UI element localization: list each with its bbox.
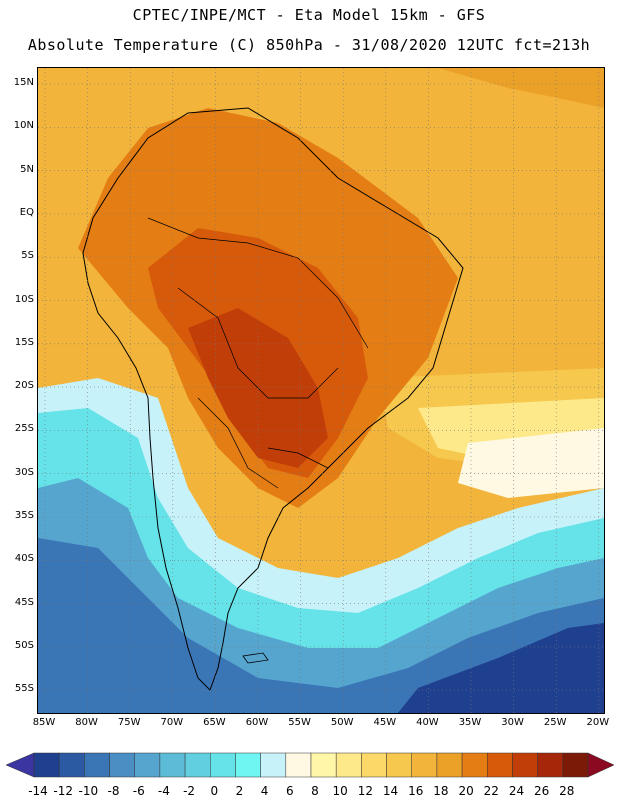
colorbar-tick-label: -4 xyxy=(157,784,170,798)
field-minus14 xyxy=(398,623,604,713)
latitude-label: 5N xyxy=(20,163,34,175)
colorbar-swatch xyxy=(487,752,513,778)
field-minus10 xyxy=(38,538,604,713)
longitude-label: 25W xyxy=(543,717,567,728)
country-border xyxy=(177,287,339,399)
latitude-label: 25S xyxy=(14,423,34,435)
colorbar-swatch xyxy=(260,752,287,778)
coastline xyxy=(82,107,464,691)
field-6-8 xyxy=(458,428,604,498)
colorbar-swatch xyxy=(335,752,362,778)
map-title-line2: Absolute Temperature (C) 850hPa - 31/08/… xyxy=(27,36,591,54)
colorbar-tick-label: 6 xyxy=(285,784,294,798)
colorbar-tick-label: 0 xyxy=(210,784,219,798)
longitude-label: 85W xyxy=(32,717,56,728)
colorbar-tick-label: 28 xyxy=(559,784,575,798)
latitude-label: 20S xyxy=(14,380,34,392)
latitude-label: 45S xyxy=(14,596,34,608)
colorbar-swatch xyxy=(436,752,463,778)
latitude-label: 55S xyxy=(14,683,34,695)
colorbar-swatch xyxy=(386,752,412,778)
longitude-label: 30W xyxy=(501,717,524,728)
colorbar xyxy=(5,752,615,778)
colorbar-tick-label: 22 xyxy=(483,784,499,798)
colorbar-tick-label: 4 xyxy=(260,784,269,798)
country-border xyxy=(197,397,279,489)
longitude-label: 20W xyxy=(586,717,610,728)
colorbar-tick-label: 24 xyxy=(508,784,525,798)
latitude-label: 50S xyxy=(14,639,34,651)
latitude-label: 5S xyxy=(21,250,34,262)
longitude-label: 65W xyxy=(203,717,226,728)
colorbar-swatch xyxy=(134,752,161,778)
colorbar-tick-label: 26 xyxy=(533,784,550,798)
latitude-label: 40S xyxy=(14,553,34,565)
colorbar-tick-label: 8 xyxy=(311,784,319,798)
longitude-label: 35W xyxy=(458,717,482,728)
longitude-label: 80W xyxy=(75,717,98,728)
colorbar-tick-label: 12 xyxy=(357,784,373,798)
colorbar-swatch xyxy=(310,752,337,778)
longitude-label: 55W xyxy=(288,717,311,728)
colorbar-high-arrow xyxy=(587,752,615,778)
longitude-label: 70W xyxy=(160,717,184,728)
latitude-label: EQ xyxy=(19,206,34,218)
colorbar-swatch xyxy=(411,752,438,778)
colorbar-swatch xyxy=(235,752,261,778)
temperature-map xyxy=(37,67,605,714)
field-20-22-north xyxy=(438,68,604,108)
colorbar-tick-label: -6 xyxy=(132,784,145,798)
latitude-label: 30S xyxy=(14,466,34,478)
colorbar-tick-label: 14 xyxy=(382,784,399,798)
country-border xyxy=(147,217,369,349)
colorbar-swatch xyxy=(285,752,312,778)
longitude-label: 75W xyxy=(117,717,141,728)
latitude-label: 10S xyxy=(14,293,34,305)
colorbar-swatch xyxy=(184,752,211,778)
latitude-label: 15S xyxy=(14,336,34,348)
colorbar-swatch xyxy=(109,752,135,778)
colorbar-tick-label: -8 xyxy=(107,784,120,798)
colorbar-swatch xyxy=(537,752,564,778)
colorbar-swatch xyxy=(461,752,488,778)
colorbar-swatch xyxy=(84,752,110,778)
colorbar-tick-label: 10 xyxy=(332,784,348,798)
colorbar-swatch xyxy=(159,752,186,778)
colorbar-tick-label: 2 xyxy=(235,784,244,798)
latitude-label: 10N xyxy=(13,120,34,132)
country-border xyxy=(267,447,329,469)
colorbar-swatch xyxy=(562,752,589,778)
colorbar-tick-label: 16 xyxy=(408,784,424,798)
colorbar-swatch xyxy=(361,752,387,778)
colorbar-swatch xyxy=(33,752,60,778)
longitude-label: 50W xyxy=(330,717,354,728)
longitude-label: 60W xyxy=(245,717,269,728)
latitude-label: 15N xyxy=(13,77,34,88)
colorbar-swatch xyxy=(58,752,85,778)
colorbar-tick-label: -14 xyxy=(28,784,48,798)
colorbar-tick-label: 18 xyxy=(433,784,449,798)
colorbar-tick-label: -12 xyxy=(53,784,73,798)
colorbar-tick-label: -10 xyxy=(78,784,99,798)
temperature-field xyxy=(38,68,604,713)
map-title-line1: CPTEC/INPE/MCT - Eta Model 15km - GFS xyxy=(132,6,486,24)
latitude-label: 35S xyxy=(14,510,34,521)
longitude-label: 40W xyxy=(416,717,439,728)
colorbar-low-arrow xyxy=(5,752,35,778)
colorbar-tick-label: 20 xyxy=(458,784,474,798)
colorbar-swatch xyxy=(210,752,236,778)
colorbar-tick-label: -2 xyxy=(183,784,196,798)
colorbar-swatch xyxy=(512,752,538,778)
falkland-islands xyxy=(242,652,269,664)
longitude-label: 45W xyxy=(373,717,397,728)
